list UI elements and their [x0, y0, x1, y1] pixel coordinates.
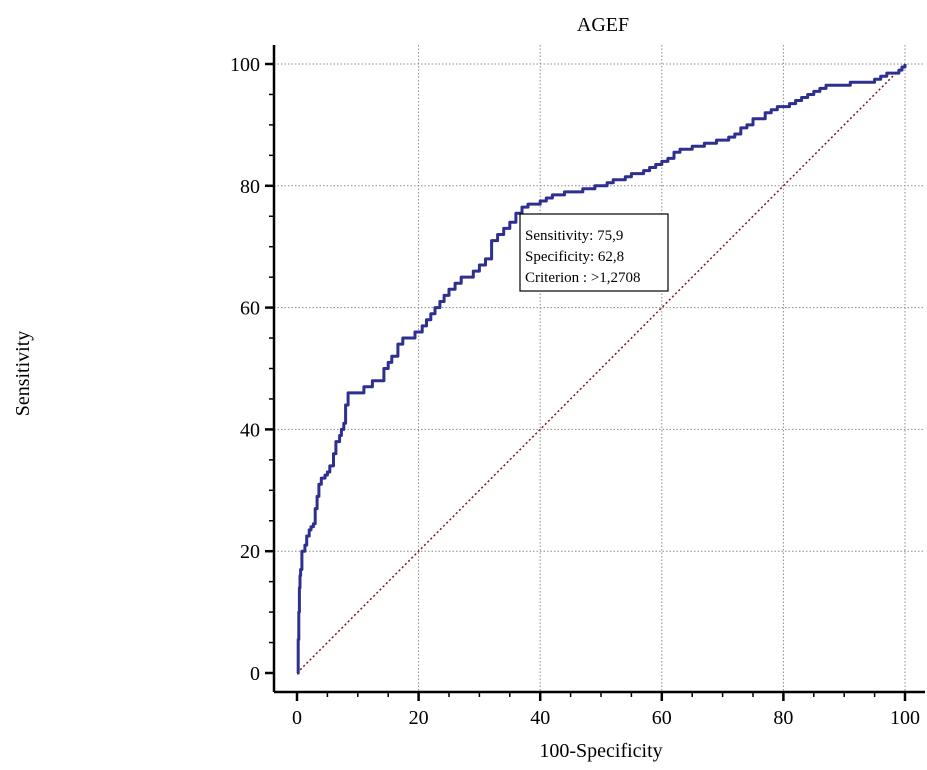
x-tick-label-20: 20: [409, 707, 429, 729]
y-axis-label: Sensitivity: [12, 331, 34, 417]
annotation-box: [519, 213, 669, 292]
y-tick-label-100: 100: [230, 54, 260, 76]
y-tick-label-0: 0: [250, 663, 260, 685]
x-tick-label-40: 40: [530, 707, 550, 729]
y-tick-label-80: 80: [240, 176, 260, 198]
x-tick-label-60: 60: [652, 707, 672, 729]
x-tick-label-80: 80: [773, 707, 793, 729]
tick-labels: 0 20 40 60 80 100 0 20 40 60 80 100: [230, 54, 920, 729]
chart-title: AGEF: [577, 14, 629, 36]
x-tick-label-100: 100: [890, 707, 920, 729]
axes: [272, 45, 925, 694]
y-tick-label-60: 60: [240, 298, 260, 320]
x-tick-label-0: 0: [292, 707, 302, 729]
y-tick-label-40: 40: [240, 419, 260, 441]
annotation-specificity: Specificity: 62,8: [525, 249, 624, 265]
y-tick-label-20: 20: [240, 541, 260, 563]
reference-diagonal-line: [296, 63, 906, 674]
x-axis-label: 100-Specificity: [539, 740, 662, 762]
roc-curve-line: [296, 64, 907, 675]
criterion-annotation: Sensitivity: 75,9 Specificity: 62,8 Crit…: [519, 213, 669, 292]
tick-marks: [265, 62, 907, 701]
annotation-criterion: Criterion : >1,2708: [525, 270, 641, 286]
annotation-sensitivity: Sensitivity: 75,9: [525, 228, 623, 244]
grid: [274, 45, 925, 692]
